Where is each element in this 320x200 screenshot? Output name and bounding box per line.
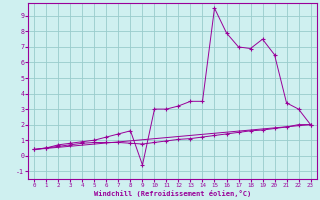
X-axis label: Windchill (Refroidissement éolien,°C): Windchill (Refroidissement éolien,°C) bbox=[94, 190, 251, 197]
